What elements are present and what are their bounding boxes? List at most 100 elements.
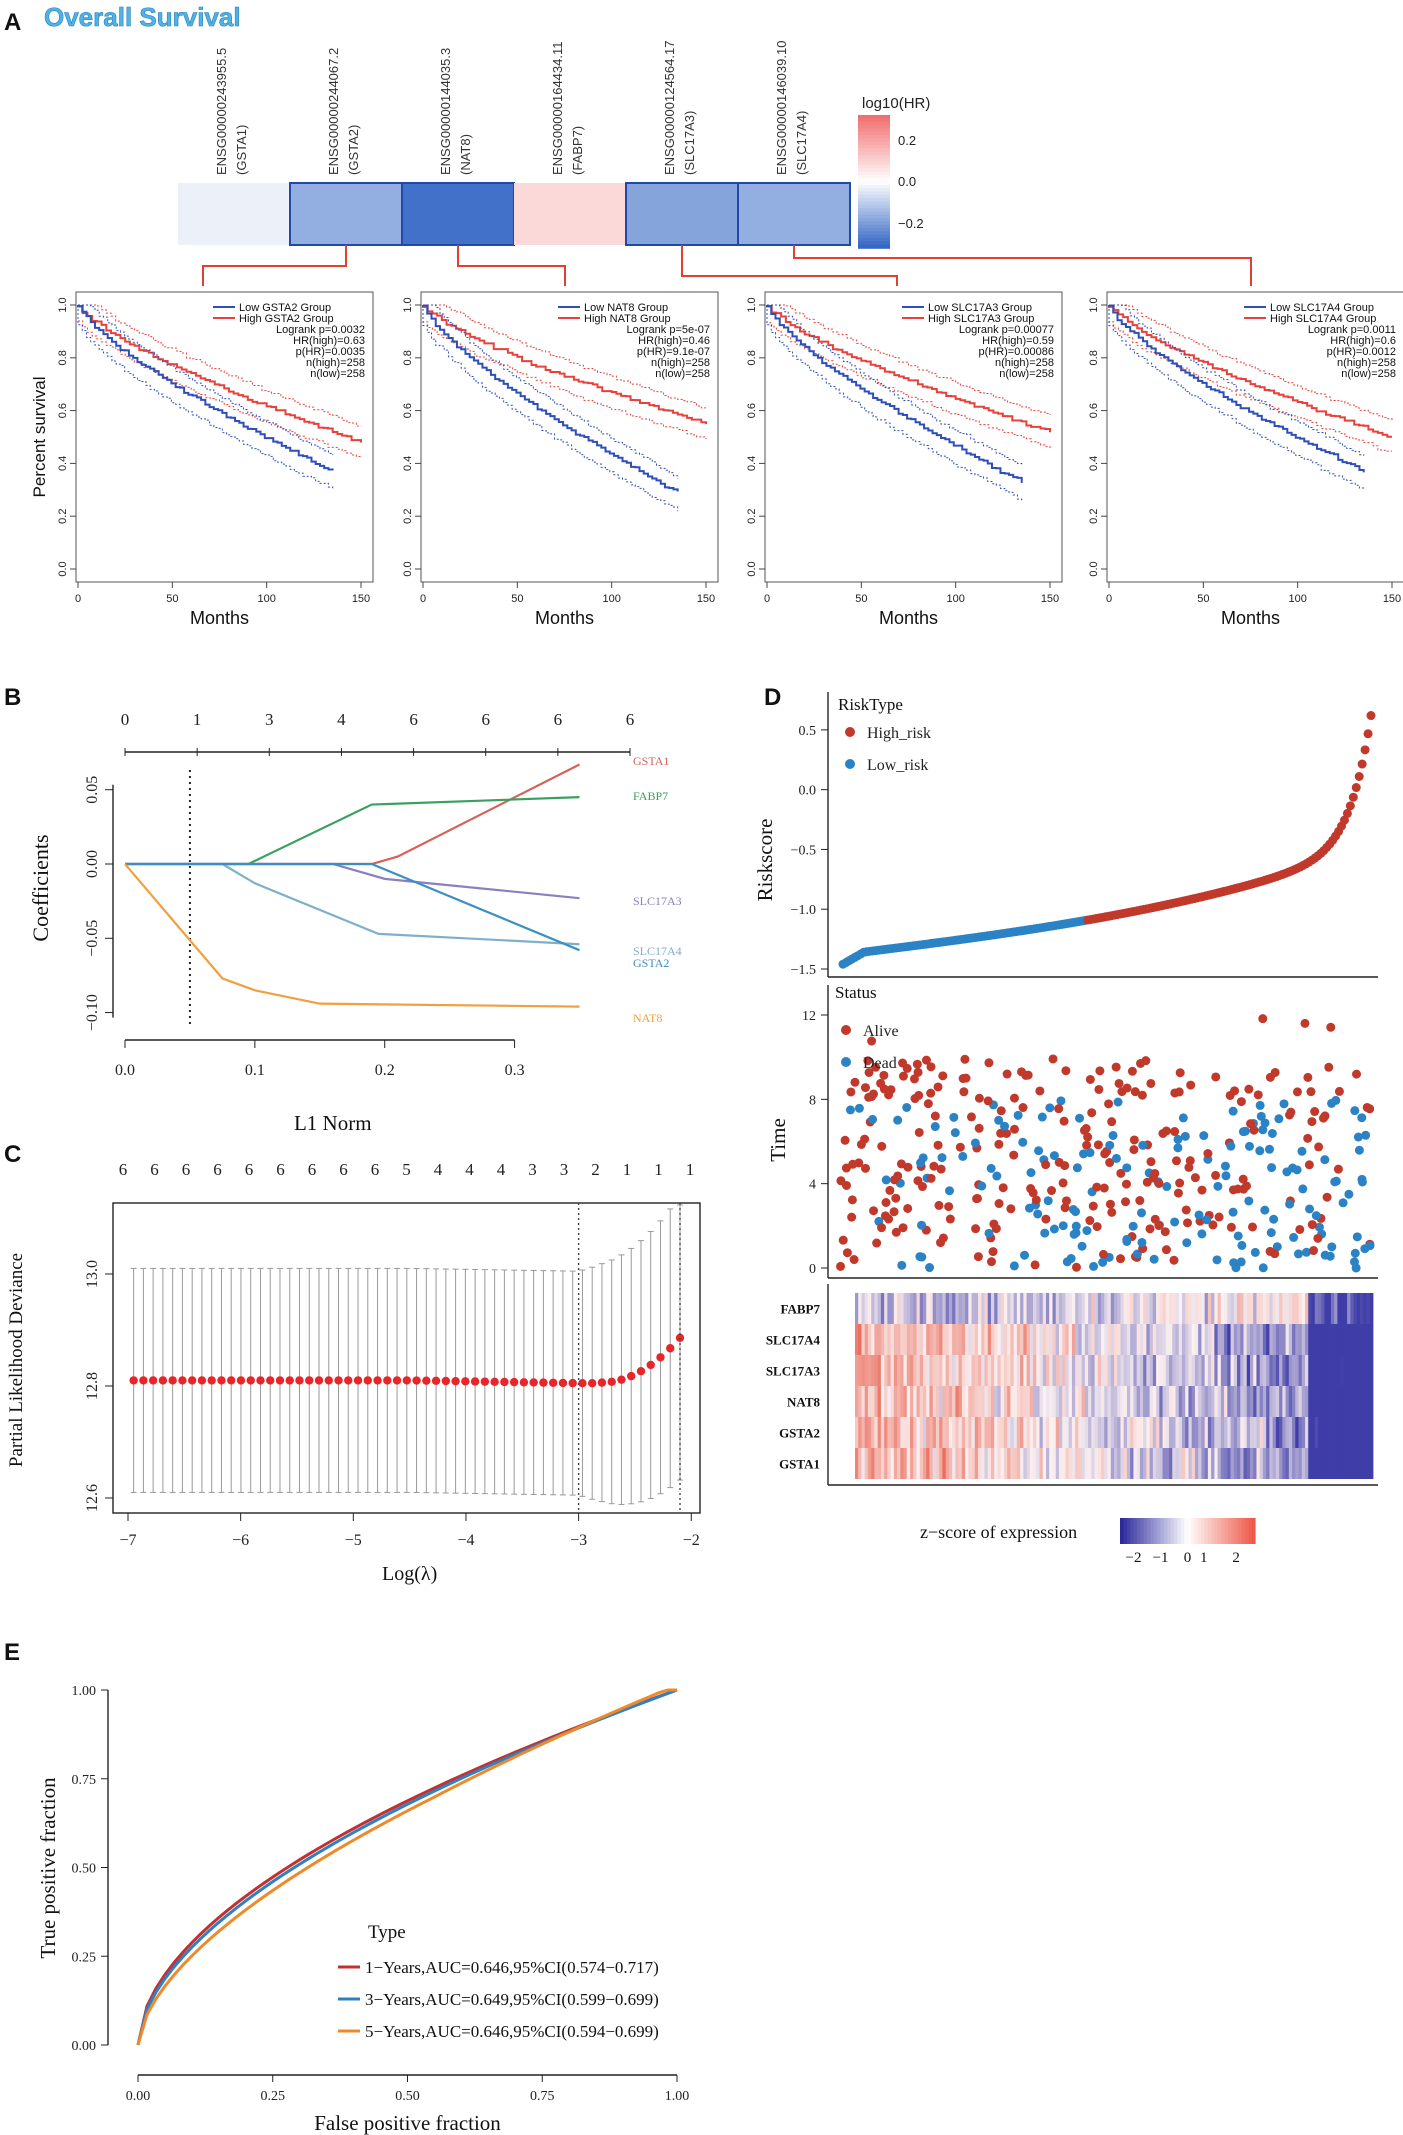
c-deviance-point (666, 1344, 675, 1353)
b-xtick-label: 0.0 (115, 1062, 135, 1079)
d-status-dead-point (1049, 1151, 1059, 1161)
d-heatmap-cell (1340, 1293, 1345, 1324)
c-deviance-point (373, 1376, 382, 1385)
km-stat-line: n(low)=258 (999, 368, 1054, 380)
d-heatmap-cell (1149, 1293, 1154, 1324)
d-heatmap-cell (971, 1448, 976, 1479)
d-status-alive-point (1030, 1260, 1040, 1270)
d-heatmap-cell (1301, 1448, 1306, 1479)
d-heatmap-cell (1240, 1417, 1244, 1448)
d-zscore-tick: 0 (1184, 1550, 1192, 1566)
d-status-alive-point (1148, 1173, 1158, 1183)
d-heatmap-cell (1139, 1417, 1144, 1448)
d-heatmap-cell (1353, 1417, 1358, 1448)
d-status-dead-point (1098, 1257, 1108, 1267)
d-heatmap-cell (1029, 1448, 1034, 1479)
d-heatmap-cell (887, 1386, 892, 1417)
d-status-dead-point (1274, 1114, 1284, 1124)
km-stat-line: p(HR)=0.0035 (296, 346, 365, 358)
d-heatmap-cell (971, 1417, 976, 1448)
d-status-dead-point (1033, 1209, 1043, 1219)
d-status-alive-point (1137, 1090, 1147, 1100)
d-status-alive-point (1129, 1135, 1139, 1145)
d-heatmap-cell (1016, 1417, 1021, 1448)
d-heatmap-cell (1201, 1293, 1206, 1324)
d-status-alive-point (871, 1062, 881, 1072)
d-heatmap-cell (916, 1293, 921, 1324)
d-status-alive-point (898, 1223, 908, 1233)
panel-label-b: B (4, 684, 21, 711)
km-stat-line: Logrank p=0.0011 (1308, 324, 1396, 336)
d-risk-point (1342, 808, 1352, 818)
d-risk-legend-title: RiskType (838, 695, 903, 714)
d-status-dead-point (1255, 1100, 1265, 1110)
d-heatmap-cell (1046, 1448, 1050, 1479)
d-heatmap-cell (1139, 1386, 1144, 1417)
d-heatmap-cell (1107, 1293, 1112, 1324)
d-heatmap-cell (1262, 1448, 1267, 1479)
d-heatmap-cell (1204, 1386, 1209, 1417)
c-deviance-point (139, 1376, 148, 1385)
d-heatmap-cell (900, 1293, 904, 1324)
d-status-dead-point (1137, 1237, 1147, 1247)
d-heatmap-cell (1036, 1293, 1040, 1324)
d-heatmap-cell (1253, 1386, 1257, 1417)
d-heatmap-cell (1058, 1417, 1063, 1448)
d-heatmap-cell (1114, 1355, 1118, 1386)
d-status-alive-point (1098, 1249, 1108, 1259)
d-status-alive-point (1310, 1107, 1320, 1117)
d-status-dead-point (1037, 1112, 1047, 1122)
panel-c-cross-validation: 6 6 6 6 6 6 6 6 6 5 4 4 4 3 3 2 1 1 1−7 −6 −5 −4 −3 −212.612.81… (6, 1160, 701, 1585)
d-heatmap-cell (1175, 1355, 1180, 1386)
d-heatmap-cell (1071, 1355, 1076, 1386)
d-heatmap-cell (1139, 1448, 1144, 1479)
d-heatmap-cell (1227, 1417, 1231, 1448)
d-heatmap-cell (1363, 1293, 1367, 1324)
d-status-dead-point (1267, 1128, 1277, 1138)
d-heatmap-cell (1343, 1417, 1348, 1448)
d-heatmap-cell (974, 1417, 979, 1448)
d-heatmap-cell (1201, 1324, 1206, 1355)
d-heatmap-cell (1340, 1355, 1345, 1386)
d-heatmap-cell (1162, 1355, 1167, 1386)
overall-survival-title: Overall Survival (44, 2, 241, 32)
d-status-alive-point (983, 1096, 993, 1106)
d-heatmap-cell (1353, 1355, 1358, 1386)
d-status-alive-point (994, 1139, 1004, 1149)
panel-label-d: D (764, 684, 781, 711)
d-heatmap-cell (1337, 1355, 1342, 1386)
d-status-dead-point (1305, 1204, 1315, 1214)
d-heatmap-cell (1272, 1324, 1277, 1355)
d-heatmap-cell (1366, 1448, 1371, 1479)
d-status-dead-point (1212, 1255, 1222, 1265)
d-heatmap-cell (1185, 1386, 1189, 1417)
d-status-dead-point (1173, 1143, 1183, 1153)
hr-legend-tick: 0.0 (898, 174, 916, 189)
d-heatmap-cell (1000, 1448, 1005, 1479)
d-heatmap-cell (1292, 1355, 1296, 1386)
d-heatmap-cell (987, 1448, 992, 1479)
d-status-alive-point (914, 1090, 924, 1100)
d-heatmap-cell (1311, 1386, 1316, 1417)
d-status-dead-point (1350, 1106, 1360, 1116)
c-deviance-point (470, 1377, 480, 1386)
c-deviance-point (295, 1376, 304, 1385)
d-status-alive-point (1146, 1157, 1156, 1167)
d-heatmap-cell (1046, 1386, 1050, 1417)
d-zscore-swatch (1150, 1518, 1155, 1544)
d-status-dead-point (1170, 1217, 1180, 1227)
d-heatmap-cell (1036, 1324, 1040, 1355)
d-heatmap-cell (855, 1448, 859, 1479)
d-heatmap-cell (880, 1448, 885, 1479)
d-zscore-swatch (1207, 1518, 1212, 1544)
d-heatmap-cell (1052, 1293, 1057, 1324)
d-heatmap-cell (1062, 1293, 1066, 1324)
d-status-alive-point (923, 1099, 933, 1109)
km-stat-line: n(low)=258 (310, 368, 365, 380)
d-heatmap-cell (910, 1448, 914, 1479)
d-status-dead-point (986, 1163, 996, 1173)
d-heatmap-cell (939, 1448, 943, 1479)
d-heatmap-cell (1114, 1324, 1118, 1355)
d-heatmap-cell (945, 1293, 950, 1324)
d-heatmap-cell (1204, 1448, 1209, 1479)
